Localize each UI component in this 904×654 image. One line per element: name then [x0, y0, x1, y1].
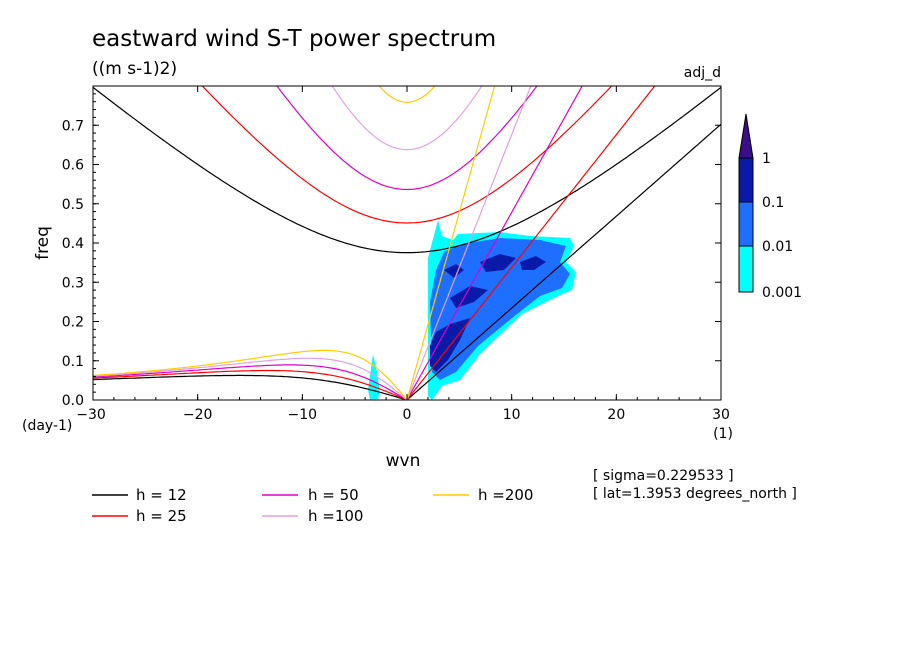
ig-curve-h25	[201, 86, 613, 224]
y-tick-label: 0.5	[62, 197, 84, 213]
y-tick-label: 0.6	[62, 158, 84, 174]
x-tick-label: −10	[288, 407, 318, 423]
rossby-curve-h100	[93, 357, 408, 400]
y-axis-label: freq	[33, 226, 53, 260]
chart-title: eastward wind S-T power spectrum	[92, 26, 496, 52]
kelvin-curve-h12	[406, 123, 721, 400]
x-axis-unit: (1)	[713, 426, 733, 442]
x-tick-label: −20	[183, 407, 213, 423]
legend-item-h25: h = 25	[92, 507, 187, 525]
power-level-0.1-d	[520, 256, 546, 270]
colorbar-label-1: 1	[762, 151, 771, 167]
kelvin-curve-h50	[406, 86, 583, 400]
colorbar-swatch-1	[738, 245, 754, 293]
y-tick-label: 0.4	[62, 236, 84, 252]
colorbar-overflow-triangle	[738, 113, 754, 159]
dispersion-curves	[93, 86, 721, 400]
chart-units: ((m s-1)2)	[92, 59, 177, 79]
y-axis-unit: (day-1)	[22, 418, 72, 434]
colorbar-label-0.001: 0.001	[762, 285, 802, 301]
x-tick-label: 10	[503, 407, 521, 423]
ig-curve-h50	[276, 86, 538, 191]
plot-area	[93, 86, 721, 400]
x-tick-label: 30	[712, 407, 730, 423]
axis-ticks: −30 −20 −10 0 10 20 30 0.0 0.1 0.2 0.3 0.4 0.5 0.6 0.7	[62, 85, 730, 423]
y-tick-label: 0.3	[62, 275, 84, 291]
rossby-curve-h200	[93, 349, 408, 400]
kelvin-curve-h100	[406, 86, 532, 400]
colorbar-label-0.01: 0.01	[762, 239, 793, 255]
rossby-curve-h12	[93, 374, 408, 400]
x-tick-label: 20	[607, 407, 625, 423]
legend: h = 12 h = 25 h = 50 h =100 h =200	[92, 486, 533, 525]
ig-curve-h100	[331, 86, 483, 151]
colorbar-swatch-3	[738, 157, 754, 203]
legend-item-h50: h = 50	[262, 486, 359, 504]
y-tick-label: 0.2	[62, 315, 84, 331]
colorbar-swatch-2	[738, 201, 754, 247]
legend-label-h12: h = 12	[136, 486, 187, 504]
colorbar-label-0.1: 0.1	[762, 195, 784, 211]
rossby-curve-h50	[93, 364, 408, 400]
ig-curve-h200	[378, 86, 436, 103]
legend-label-h200: h =200	[478, 486, 533, 504]
y-tick-label: 0.1	[62, 354, 84, 370]
power-shading	[368, 220, 576, 400]
info-sigma: [ sigma=0.229533 ]	[593, 468, 734, 484]
y-tick-label: 0.7	[62, 118, 84, 134]
kelvin-curve-h25	[406, 86, 656, 400]
power-level-0.1-b	[450, 286, 488, 308]
info-lat: [ lat=1.3953 degrees_north ]	[593, 486, 797, 502]
legend-item-h200: h =200	[433, 486, 533, 504]
legend-item-h12: h = 12	[92, 486, 187, 504]
power-level-0.1-c	[480, 254, 516, 272]
legend-label-h100: h =100	[308, 507, 363, 525]
x-tick-label: −30	[76, 407, 106, 423]
run-label: adj_d	[684, 65, 721, 81]
x-axis-label: wvn	[386, 451, 421, 471]
colorbar: 1 0.1 0.01 0.001	[738, 113, 802, 301]
power-level-0.01	[430, 238, 570, 380]
legend-label-h50: h = 50	[308, 486, 359, 504]
kelvin-curve-h200	[406, 86, 496, 400]
x-tick-label: 0	[403, 407, 412, 423]
rossby-curve-h25	[93, 369, 408, 400]
y-tick-label: 0.0	[62, 393, 84, 409]
ig-curve-h12	[93, 86, 721, 254]
legend-label-h25: h = 25	[136, 507, 187, 525]
legend-item-h100: h =100	[262, 507, 363, 525]
